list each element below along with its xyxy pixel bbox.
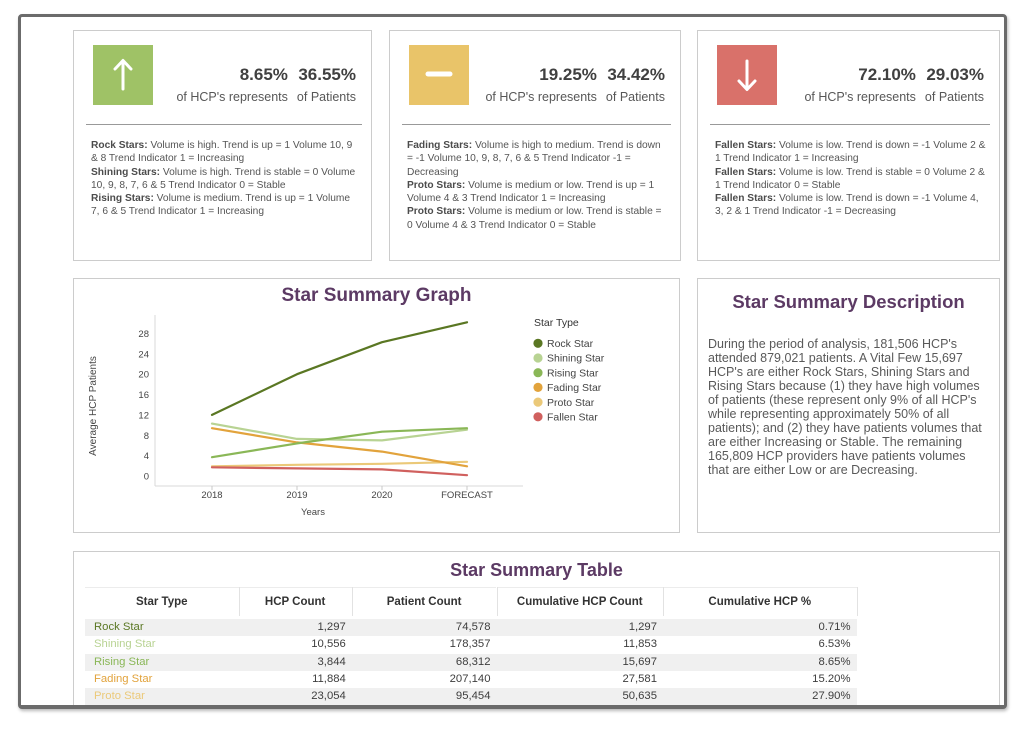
svg-text:Fading Star: Fading Star bbox=[547, 382, 602, 394]
svg-text:Fallen Star: Fallen Star bbox=[547, 412, 598, 424]
svg-text:16: 16 bbox=[138, 390, 149, 401]
svg-text:Years: Years bbox=[301, 507, 325, 518]
svg-text:Rock Star: Rock Star bbox=[547, 338, 594, 350]
svg-text:28: 28 bbox=[138, 329, 149, 340]
svg-text:2019: 2019 bbox=[286, 490, 307, 501]
svg-text:20: 20 bbox=[138, 370, 149, 381]
svg-text:FORECAST: FORECAST bbox=[441, 490, 493, 501]
svg-text:Shining Star: Shining Star bbox=[547, 353, 605, 365]
svg-text:Average HCP Patients: Average HCP Patients bbox=[88, 356, 99, 456]
svg-text:12: 12 bbox=[138, 410, 149, 421]
svg-text:2018: 2018 bbox=[201, 490, 222, 501]
svg-text:0: 0 bbox=[144, 472, 149, 483]
svg-text:Rising Star: Rising Star bbox=[547, 367, 599, 379]
svg-text:Proto Star: Proto Star bbox=[547, 397, 595, 409]
svg-text:24: 24 bbox=[138, 349, 149, 360]
svg-text:8: 8 bbox=[144, 431, 149, 442]
svg-text:Star Type: Star Type bbox=[534, 317, 579, 329]
svg-text:2020: 2020 bbox=[371, 490, 392, 501]
svg-text:4: 4 bbox=[144, 451, 149, 462]
